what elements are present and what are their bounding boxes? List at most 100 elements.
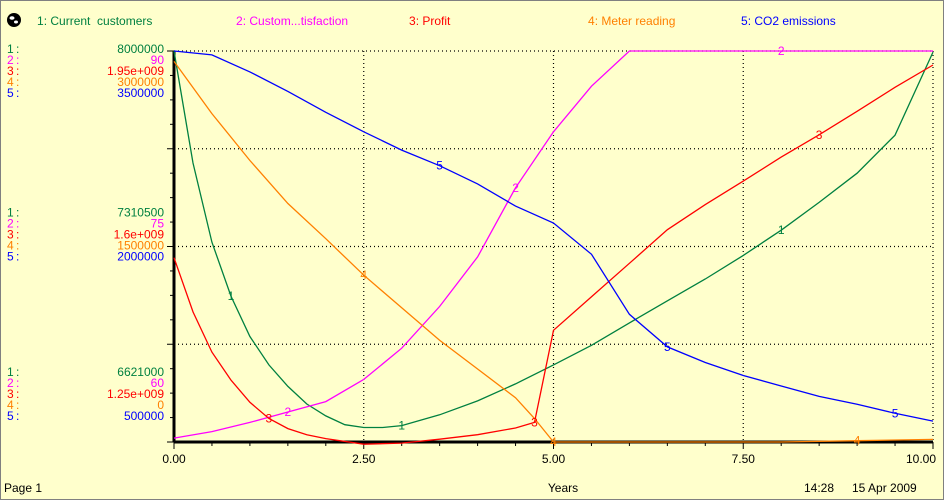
y-axis-colon: : bbox=[16, 53, 19, 67]
y-axis-series-number: 1 bbox=[7, 42, 14, 56]
series-2-marker: 2 bbox=[778, 44, 785, 58]
x-tick-label: 5.00 bbox=[542, 452, 566, 466]
legend-item-5: 5: CO2 emissions bbox=[741, 14, 836, 28]
legend-number: 3 bbox=[409, 14, 416, 28]
y-axis-colon: : bbox=[16, 409, 19, 423]
timestamp-time: 14:28 bbox=[804, 481, 834, 495]
x-tick-label: 2.50 bbox=[352, 452, 376, 466]
y-axis-value: 1500000 bbox=[117, 239, 164, 253]
y-axis-colon: : bbox=[16, 42, 19, 56]
legend-label: Profit bbox=[422, 14, 451, 28]
legend-colon: : bbox=[243, 14, 250, 28]
y-axis-colon: : bbox=[16, 75, 19, 89]
y-axis-series-number: 2 bbox=[7, 53, 14, 67]
legend-number: 4 bbox=[588, 14, 595, 28]
y-axis-colon: : bbox=[16, 387, 19, 401]
y-axis-value: 8000000 bbox=[117, 42, 164, 56]
y-axis-series-number: 3 bbox=[7, 64, 14, 78]
series-4-marker: 4 bbox=[360, 268, 367, 282]
series-3-marker: 3 bbox=[816, 128, 823, 142]
x-tick-label: 0.00 bbox=[162, 452, 186, 466]
x-tick-label: 10.00 bbox=[906, 452, 936, 466]
y-axis-value: 6621000 bbox=[117, 365, 164, 379]
y-axis-colon: : bbox=[16, 206, 19, 220]
y-axis-value: 60 bbox=[151, 376, 165, 390]
y-axis-series-number: 1 bbox=[7, 365, 14, 379]
y-axis-series-number: 5 bbox=[7, 250, 14, 264]
y-axis-value: 500000 bbox=[124, 409, 164, 423]
legend-colon: : bbox=[595, 14, 602, 28]
x-tick-labels: 0.00 2.50 5.00 7.50 10.00 bbox=[162, 452, 936, 466]
y-axis-colon: : bbox=[16, 217, 19, 231]
y-axis-value: 7310500 bbox=[117, 206, 164, 220]
y-axis-series-number: 3 bbox=[7, 387, 14, 401]
footer: Page 1 Years 14:28 15 Apr 2009 bbox=[4, 481, 917, 495]
y-axis-colon: : bbox=[16, 64, 19, 78]
y-axis-value: 0 bbox=[157, 398, 164, 412]
legend-colon: : bbox=[44, 14, 51, 28]
legend-label: Current customers bbox=[50, 14, 152, 28]
series-4-marker: 4 bbox=[854, 434, 861, 448]
x-axis-title: Years bbox=[548, 481, 578, 495]
legend-label: Meter reading bbox=[601, 14, 675, 28]
page-label: Page 1 bbox=[4, 481, 42, 495]
y-axis-colon: : bbox=[16, 376, 19, 390]
legend-item-4: 4: Meter reading bbox=[588, 14, 675, 28]
y-axis-value: 2000000 bbox=[117, 250, 164, 264]
series-5-marker: 5 bbox=[892, 406, 899, 420]
y-axis-value: 3000000 bbox=[117, 75, 164, 89]
series-4-marker: 4 bbox=[550, 435, 557, 449]
legend-item-2: 2: Custom...tisfaction bbox=[236, 14, 348, 28]
series-3-line bbox=[173, 64, 934, 445]
legend-colon: : bbox=[416, 14, 423, 28]
y-axis-series-number: 5 bbox=[7, 409, 14, 423]
legend-number: 1 bbox=[37, 14, 44, 28]
y-axis-value: 1.6e+009 bbox=[114, 228, 165, 242]
y-axis-value: 1.25e+009 bbox=[107, 387, 164, 401]
series-2-line bbox=[173, 50, 933, 439]
legend-colon: : bbox=[748, 14, 755, 28]
globe-icon bbox=[7, 13, 21, 27]
grid bbox=[174, 50, 934, 442]
y-axis-series-number: 1 bbox=[7, 206, 14, 220]
y-axis-colon: : bbox=[16, 228, 19, 242]
y-axis-series-number: 5 bbox=[7, 86, 14, 100]
y-axis-series-number: 3 bbox=[7, 228, 14, 242]
y-axis-value: 3500000 bbox=[117, 86, 164, 100]
y-axis-value: 1.95e+009 bbox=[107, 64, 164, 78]
legend-number: 2 bbox=[236, 14, 243, 28]
series-2-marker: 2 bbox=[285, 405, 292, 419]
y-axis-value: 75 bbox=[151, 217, 165, 231]
y-axis-labels: 1: 8000000 1: 7310500 1: 6621000 2: 90 2: 75 2: 60 3… bbox=[7, 42, 164, 423]
legend-label: Custom...tisfaction bbox=[249, 14, 348, 28]
y-axis-series-number: 4 bbox=[7, 398, 14, 412]
y-axis-series-number: 2 bbox=[7, 217, 14, 231]
series-2-marker: 2 bbox=[512, 181, 519, 195]
y-axis-colon: : bbox=[16, 250, 19, 264]
series-1-line bbox=[173, 50, 934, 429]
legend-number: 5 bbox=[741, 14, 748, 28]
legend-label: CO2 emissions bbox=[754, 14, 835, 28]
series-5-marker: 5 bbox=[664, 340, 671, 354]
series-4-line bbox=[173, 61, 934, 443]
y-axis-series-number: 4 bbox=[7, 239, 14, 253]
axes bbox=[167, 50, 934, 449]
series-1-marker: 1 bbox=[778, 223, 785, 237]
series-5-line bbox=[173, 50, 934, 422]
y-axis-colon: : bbox=[16, 239, 19, 253]
series-3-marker: 3 bbox=[531, 415, 538, 429]
series-lines bbox=[173, 50, 934, 445]
y-axis-colon: : bbox=[16, 86, 19, 100]
y-axis-colon: : bbox=[16, 398, 19, 412]
y-axis-colon: : bbox=[16, 365, 19, 379]
y-axis-series-number: 4 bbox=[7, 75, 14, 89]
legend-item-1: 1: Current customers bbox=[37, 14, 152, 28]
series-1-marker: 1 bbox=[228, 289, 235, 303]
series-3-marker: 3 bbox=[266, 412, 273, 426]
series-5-marker: 5 bbox=[436, 159, 443, 173]
timestamp-date: 15 Apr 2009 bbox=[852, 481, 917, 495]
y-axis-series-number: 2 bbox=[7, 376, 14, 390]
x-tick-label: 7.50 bbox=[732, 452, 756, 466]
